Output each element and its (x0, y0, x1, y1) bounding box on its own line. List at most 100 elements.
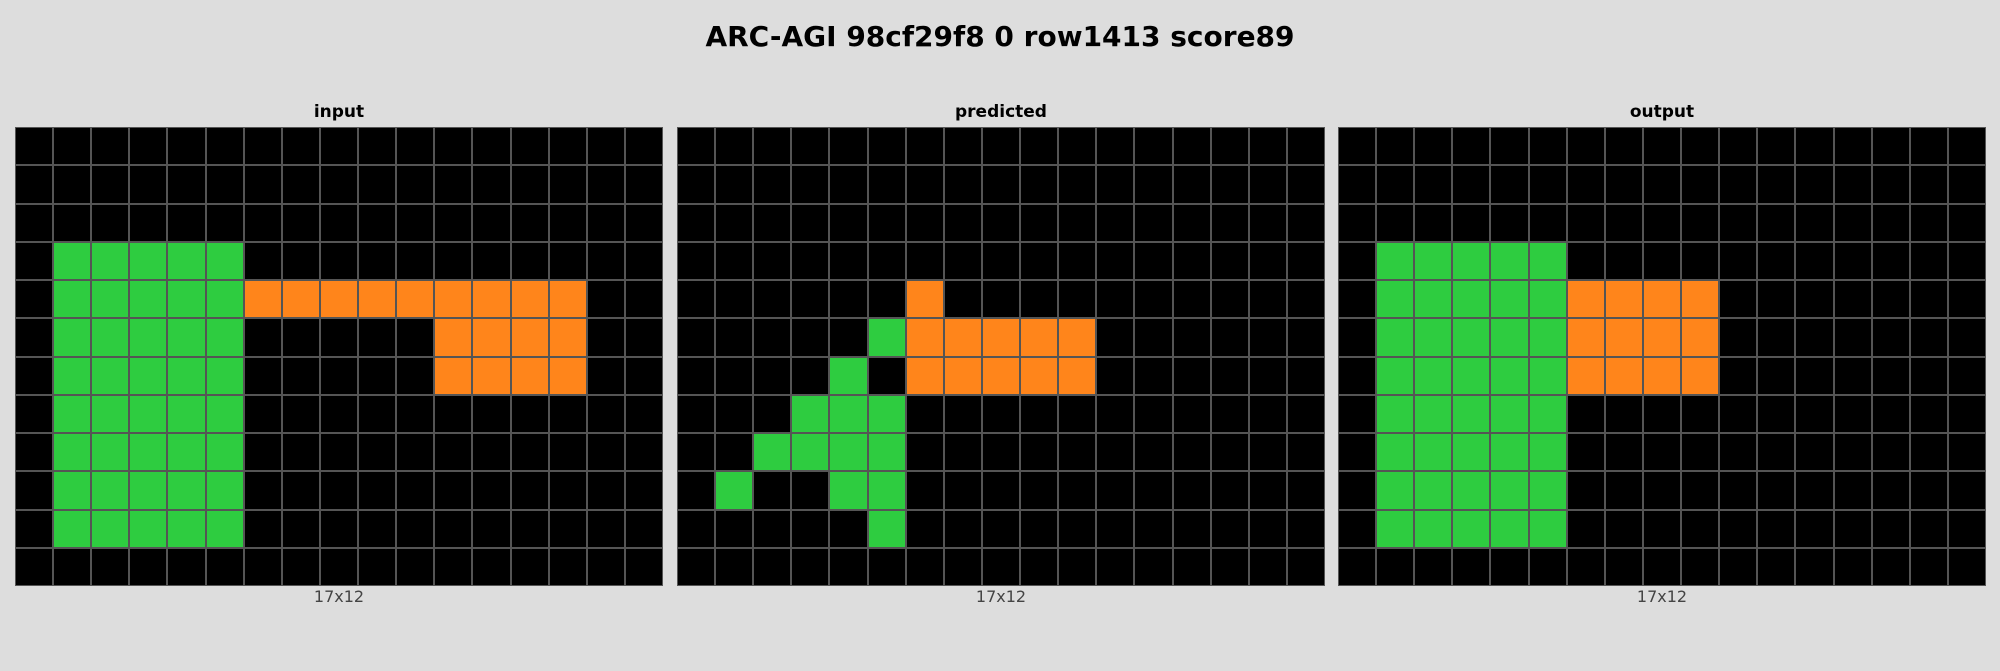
grid-cell (54, 510, 91, 547)
grid-cell (473, 510, 510, 547)
grid-cell (906, 548, 943, 585)
grid-cell (1910, 472, 1947, 509)
grid-cell (320, 128, 358, 165)
grid-cell (397, 242, 434, 279)
grid-cell (1643, 128, 1681, 165)
grid-cell (16, 357, 53, 394)
grid-cell (625, 204, 662, 241)
grid-cell (397, 548, 434, 585)
grid-cell (359, 204, 396, 241)
grid-cell (168, 548, 205, 585)
grid-cell (397, 319, 434, 356)
grid-cell (1021, 319, 1058, 356)
grid-cell (130, 357, 167, 394)
grid-cell (1682, 510, 1719, 547)
grid-cell (130, 281, 167, 318)
grid-cell (1415, 357, 1452, 394)
grid-cell (549, 281, 586, 318)
grid-cell (549, 319, 586, 356)
grid-cell (54, 472, 91, 509)
grid-cell (1097, 166, 1134, 203)
grid-cell (1758, 548, 1795, 585)
grid-cell (1491, 510, 1528, 547)
grid-cell (1249, 281, 1286, 318)
grid-cell (1758, 204, 1795, 241)
grid-cell (1249, 472, 1286, 509)
grid-cell (1834, 548, 1871, 585)
grid-cell (16, 472, 53, 509)
grid-cell (168, 510, 205, 547)
grid-cell (473, 128, 510, 165)
grid-cell (1529, 510, 1566, 547)
grid-cell (906, 166, 943, 203)
grid-cell (16, 166, 53, 203)
grid-cell (944, 434, 981, 471)
grid-cell (206, 204, 243, 241)
grid-cell (625, 166, 662, 203)
grid-cell (511, 548, 548, 585)
grid-cell (168, 204, 205, 241)
grid-cell (168, 128, 205, 165)
grid-cell (587, 510, 624, 547)
grid-cell (1872, 472, 1909, 509)
grid-cell (716, 510, 753, 547)
grid-cell (473, 204, 510, 241)
grid-cell (1135, 204, 1172, 241)
grid-cell (1097, 128, 1134, 165)
grid-cell (1643, 357, 1681, 394)
grid-cell (754, 434, 791, 471)
grid-cell (206, 242, 243, 279)
grid-cell (1021, 128, 1058, 165)
grid-cell (1059, 319, 1096, 356)
grid-output (1338, 127, 1986, 586)
grid-cell (944, 242, 981, 279)
grid-cell (1059, 281, 1096, 318)
grid-cell (549, 166, 586, 203)
grid-cell (549, 434, 586, 471)
grid-cell (244, 548, 281, 585)
grid-cell (359, 357, 396, 394)
grid-cell (206, 434, 243, 471)
grid-cell (830, 548, 867, 585)
grid-cell (282, 281, 319, 318)
grid-cell (868, 281, 905, 318)
grid-cell (320, 548, 358, 585)
grid-cell (1249, 166, 1286, 203)
grid-cell (244, 434, 281, 471)
grid-cell (1796, 128, 1833, 165)
grid-cell (320, 357, 358, 394)
grid-cell (473, 548, 510, 585)
grid-cell (1249, 128, 1286, 165)
grid-cell (1796, 434, 1833, 471)
grid-cell (1377, 434, 1414, 471)
grid-cell (944, 510, 981, 547)
grid-cell (716, 472, 753, 509)
grid-cell (511, 357, 548, 394)
grid-cell (906, 510, 943, 547)
grid-cell (1491, 357, 1528, 394)
grid-cell (1249, 548, 1286, 585)
grid-cell (1834, 357, 1871, 394)
grid-cell (1605, 242, 1642, 279)
grid-cell (1249, 434, 1286, 471)
grid-cell (1529, 204, 1566, 241)
grid-cell (754, 472, 791, 509)
grid-cell (1720, 548, 1757, 585)
grid-cell (1567, 357, 1604, 394)
grid-cell (754, 510, 791, 547)
grid-cell (1758, 434, 1795, 471)
grid-cell (716, 395, 753, 432)
grid-cell (244, 510, 281, 547)
grid-cell (1287, 319, 1324, 356)
grid-cell (1834, 472, 1871, 509)
grid-cell (206, 357, 243, 394)
grid-cell (587, 166, 624, 203)
grid-cell (282, 242, 319, 279)
grid-cell (1567, 434, 1604, 471)
grid-cell (1567, 166, 1604, 203)
grid-cell (982, 357, 1020, 394)
grid-cell (130, 319, 167, 356)
grid-cell (1834, 281, 1871, 318)
panel-label-predicted: predicted (955, 102, 1047, 122)
grid-cell (1910, 395, 1947, 432)
